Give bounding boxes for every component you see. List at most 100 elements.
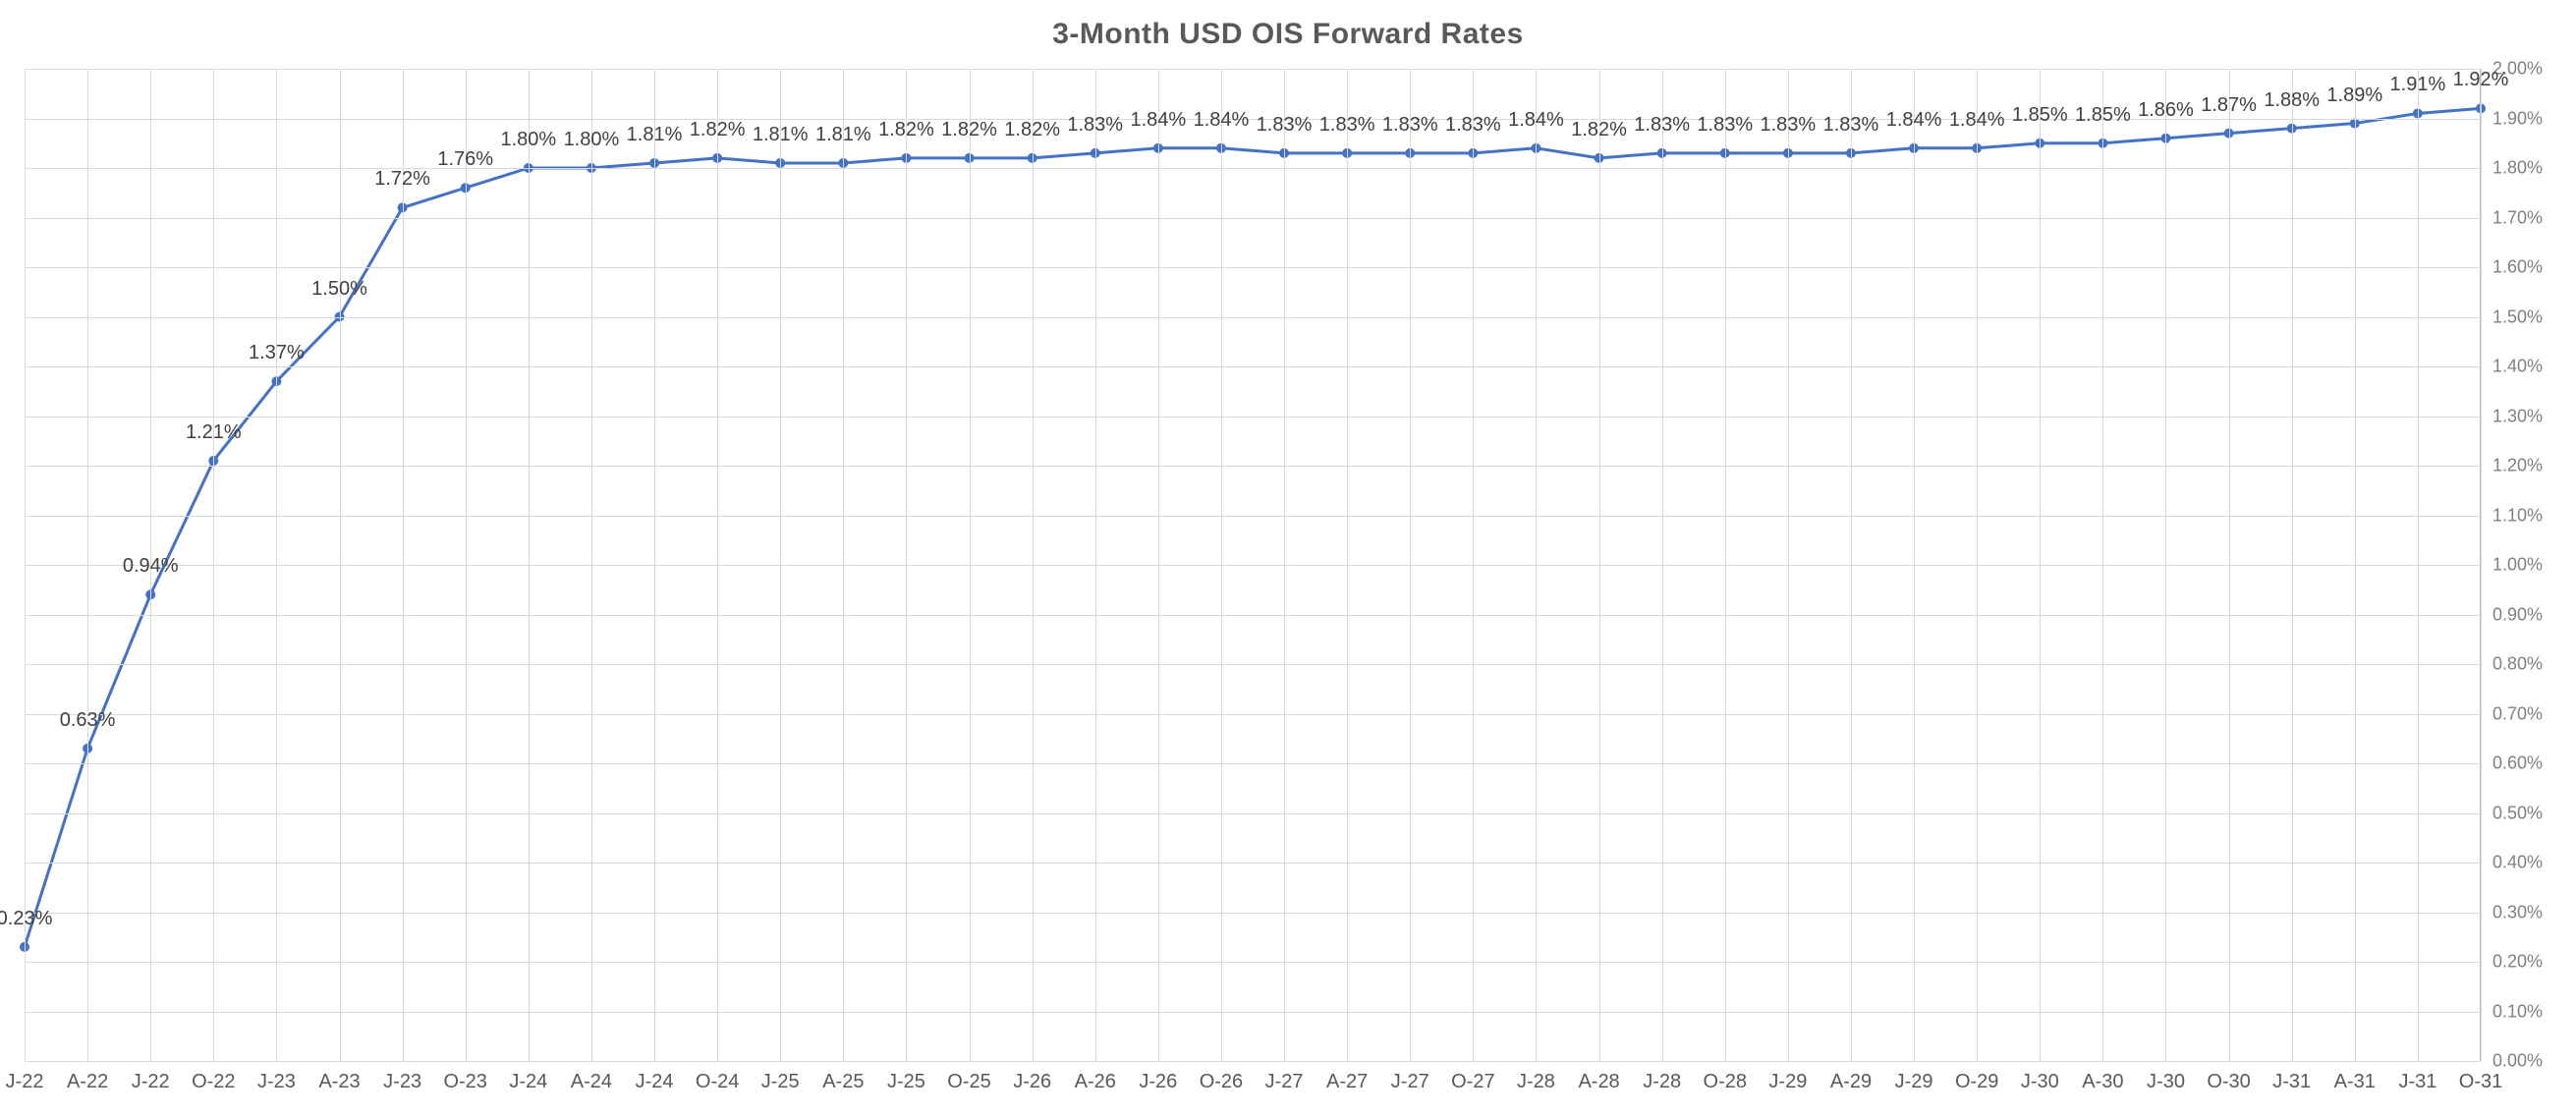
gridline-vertical	[780, 69, 781, 1061]
gridline-vertical	[2229, 69, 2230, 1061]
x-tick-label: O-31	[2459, 1071, 2502, 1093]
x-tick-label: A-26	[1075, 1071, 1116, 1093]
x-tick-label: A-23	[318, 1071, 360, 1093]
data-label: 0.94%	[123, 555, 179, 578]
x-tick-label: J-28	[1517, 1071, 1555, 1093]
y-tick-label: 0.20%	[2492, 952, 2543, 973]
chart-title: 3-Month USD OIS Forward Rates	[0, 18, 2576, 51]
gridline-vertical	[1284, 69, 1285, 1061]
data-label: 1.88%	[2264, 89, 2320, 112]
gridline-vertical	[2165, 69, 2166, 1061]
gridline-horizontal	[25, 366, 2481, 367]
x-tick-label: J-30	[2147, 1071, 2185, 1093]
gridline-horizontal	[25, 267, 2481, 268]
gridline-vertical	[2481, 69, 2482, 1061]
y-tick-label: 0.10%	[2492, 1001, 2543, 1022]
gridline-horizontal	[25, 417, 2481, 418]
x-tick-label: J-30	[2021, 1071, 2059, 1093]
y-tick-label: 0.00%	[2492, 1051, 2543, 1072]
x-tick-label: A-25	[822, 1071, 864, 1093]
data-label: 1.83%	[1319, 114, 1375, 137]
data-label: 1.81%	[753, 124, 809, 146]
y-tick-label: 0.90%	[2492, 604, 2543, 625]
x-tick-label: O-27	[1451, 1071, 1494, 1093]
data-label: 1.85%	[2012, 104, 2068, 127]
gridline-horizontal	[25, 714, 2481, 715]
gridline-vertical	[1347, 69, 1348, 1061]
data-label: 1.83%	[1697, 114, 1753, 137]
x-tick-label: A-31	[2334, 1071, 2376, 1093]
y-tick-label: 1.20%	[2492, 456, 2543, 476]
gridline-vertical	[1914, 69, 1915, 1061]
data-label: 1.21%	[186, 421, 242, 444]
data-label: 1.84%	[1949, 109, 2005, 132]
x-tick-label: A-30	[2082, 1071, 2123, 1093]
gridline-vertical	[340, 69, 341, 1061]
gridline-vertical	[1095, 69, 1096, 1061]
data-label: 1.83%	[1823, 114, 1879, 137]
x-tick-label: O-22	[192, 1071, 235, 1093]
gridline-vertical	[906, 69, 907, 1061]
x-tick-label: A-27	[1326, 1071, 1368, 1093]
x-tick-label: O-30	[2207, 1071, 2250, 1093]
y-tick-label: 0.70%	[2492, 703, 2543, 724]
data-label: 1.81%	[815, 124, 871, 146]
x-tick-label: J-28	[1643, 1071, 1681, 1093]
gridline-vertical	[654, 69, 655, 1061]
gridline-vertical	[1033, 69, 1034, 1061]
data-label: 1.80%	[564, 129, 620, 151]
data-label: 1.82%	[1004, 119, 1060, 141]
gridline-horizontal	[25, 913, 2481, 914]
x-tick-label: O-26	[1200, 1071, 1243, 1093]
x-tick-label: O-28	[1704, 1071, 1747, 1093]
gridline-vertical	[1599, 69, 1600, 1061]
data-label: 1.83%	[1445, 114, 1501, 137]
y-tick-label: 1.00%	[2492, 555, 2543, 576]
data-label: 1.83%	[1257, 114, 1313, 137]
x-tick-label: A-24	[571, 1071, 612, 1093]
gridline-horizontal	[25, 516, 2481, 517]
data-label: 1.76%	[437, 148, 493, 171]
data-label: 1.82%	[690, 119, 746, 141]
gridline-vertical	[1536, 69, 1537, 1061]
gridline-vertical	[970, 69, 971, 1061]
x-tick-label: J-29	[1768, 1071, 1807, 1093]
data-label: 1.91%	[2390, 74, 2446, 96]
y-tick-label: 1.70%	[2492, 207, 2543, 228]
gridline-horizontal	[25, 1061, 2481, 1062]
x-tick-label: O-25	[947, 1071, 990, 1093]
gridline-horizontal	[25, 763, 2481, 764]
gridline-vertical	[1410, 69, 1411, 1061]
data-label: 1.82%	[1571, 119, 1627, 141]
x-tick-label: J-24	[509, 1071, 547, 1093]
data-label: 1.50%	[311, 278, 367, 301]
data-label: 1.87%	[2201, 94, 2257, 117]
gridline-vertical	[1662, 69, 1663, 1061]
gridline-horizontal	[25, 565, 2481, 566]
gridline-vertical	[87, 69, 88, 1061]
gridline-vertical	[466, 69, 467, 1061]
gridline-horizontal	[25, 863, 2481, 864]
x-tick-label: J-26	[1139, 1071, 1177, 1093]
y-tick-label: 1.80%	[2492, 158, 2543, 179]
data-label: 1.92%	[2453, 69, 2509, 91]
gridline-vertical	[1158, 69, 1159, 1061]
data-label: 1.82%	[941, 119, 997, 141]
x-tick-label: O-23	[443, 1071, 486, 1093]
plot-area	[25, 69, 2481, 1061]
data-label: 0.63%	[60, 709, 116, 732]
x-tick-label: J-24	[636, 1071, 674, 1093]
data-label: 1.89%	[2326, 84, 2382, 107]
y-tick-label: 0.80%	[2492, 654, 2543, 675]
data-label: 1.84%	[1886, 109, 1942, 132]
gridline-vertical	[1851, 69, 1852, 1061]
x-tick-label: J-29	[1895, 1071, 1933, 1093]
gridline-horizontal	[25, 317, 2481, 318]
data-label: 1.85%	[2075, 104, 2131, 127]
y-tick-label: 1.10%	[2492, 505, 2543, 526]
y-tick-label: 0.60%	[2492, 754, 2543, 774]
y-tick-label: 0.30%	[2492, 902, 2543, 922]
x-tick-label: J-31	[2398, 1071, 2436, 1093]
gridline-vertical	[843, 69, 844, 1061]
gridline-vertical	[1788, 69, 1789, 1061]
